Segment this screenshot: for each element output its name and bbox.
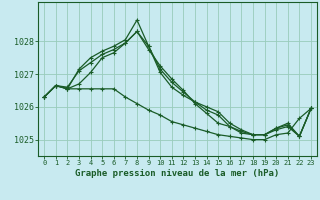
X-axis label: Graphe pression niveau de la mer (hPa): Graphe pression niveau de la mer (hPa) — [76, 169, 280, 178]
